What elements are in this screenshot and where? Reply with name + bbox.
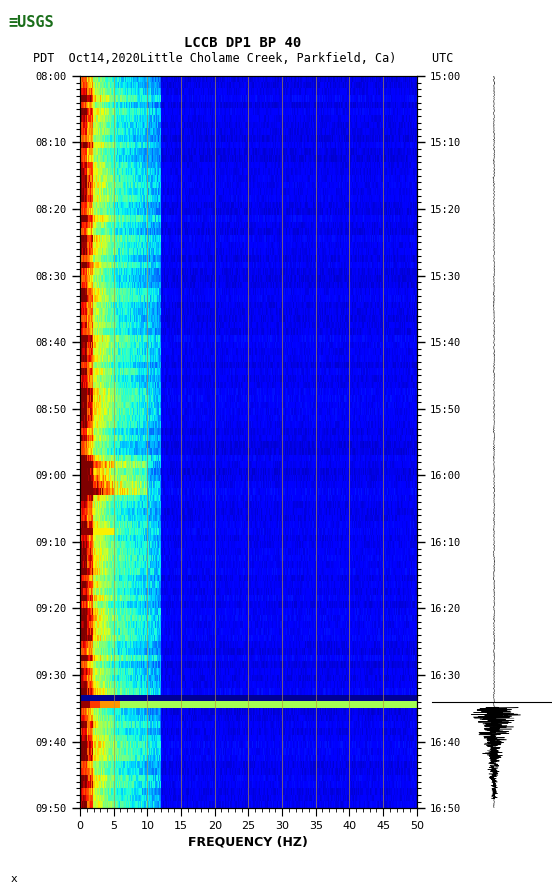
Text: x: x — [11, 874, 18, 884]
Text: LCCB DP1 BP 40: LCCB DP1 BP 40 — [184, 36, 301, 50]
X-axis label: FREQUENCY (HZ): FREQUENCY (HZ) — [188, 836, 309, 848]
Text: ≡USGS: ≡USGS — [9, 15, 55, 29]
Text: PDT  Oct14,2020Little Cholame Creek, Parkfield, Ca)     UTC: PDT Oct14,2020Little Cholame Creek, Park… — [33, 53, 453, 65]
